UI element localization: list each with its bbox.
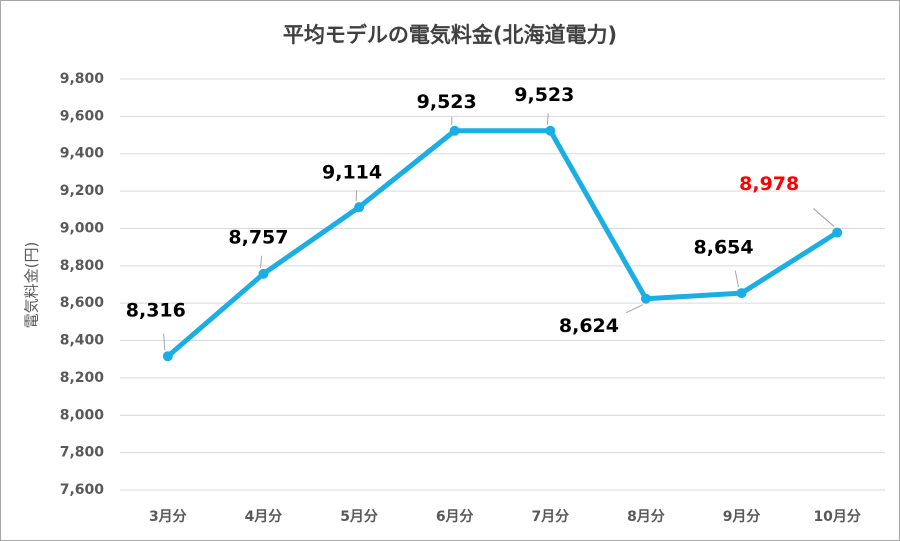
x-tick-label: 8月分 (627, 509, 665, 525)
y-tick-label: 7,600 (60, 482, 105, 498)
x-tick-label: 7月分 (531, 509, 569, 525)
data-point (449, 125, 460, 136)
y-tick-label: 8,200 (60, 370, 105, 386)
y-tick-label: 9,000 (60, 220, 105, 236)
line-series (166, 128, 839, 359)
value-label: 8,757 (228, 226, 288, 248)
y-tick-label: 8,600 (60, 295, 105, 311)
leader-line (355, 190, 358, 202)
y-tick-label: 9,800 (60, 71, 105, 87)
leader-line (259, 255, 263, 268)
value-label: 8,624 (559, 315, 619, 337)
y-tick-label: 8,400 (60, 333, 105, 349)
x-tick-label: 4月分 (245, 509, 283, 525)
leader-line (625, 304, 644, 314)
data-point (258, 268, 269, 279)
y-tick-label: 8,000 (60, 407, 105, 423)
leader-line (163, 333, 166, 351)
x-tick-label: 10月分 (813, 509, 860, 525)
y-tick-label: 9,200 (60, 183, 105, 199)
value-label: 9,523 (417, 91, 477, 113)
leader-line (734, 270, 740, 288)
value-label: 9,114 (322, 162, 382, 184)
y-tick-label: 8,800 (60, 258, 105, 274)
data-point (545, 125, 556, 136)
data-point (832, 227, 843, 238)
value-label: 8,654 (694, 237, 754, 259)
data-point (736, 288, 747, 299)
data-point (162, 351, 173, 362)
x-tick-label: 3月分 (149, 509, 187, 525)
y-axis-label: 電気料金(円) (23, 242, 41, 329)
x-tick-label: 5月分 (340, 509, 378, 525)
chart-title: 平均モデルの電気料金(北海道電力) (283, 23, 617, 47)
y-tick-label: 7,800 (60, 445, 105, 461)
value-label: 8,316 (126, 300, 186, 322)
y-tick-label: 9,600 (60, 108, 105, 124)
y-tick-label: 9,400 (60, 146, 105, 162)
data-point (640, 293, 651, 304)
value-label: 9,523 (514, 84, 574, 106)
data-point (354, 202, 365, 213)
x-tick-label: 9月分 (723, 509, 761, 525)
leader-line (546, 113, 549, 125)
x-tick-label: 6月分 (436, 509, 474, 525)
value-label: 8,978 (739, 173, 799, 195)
leader-line (813, 208, 835, 227)
